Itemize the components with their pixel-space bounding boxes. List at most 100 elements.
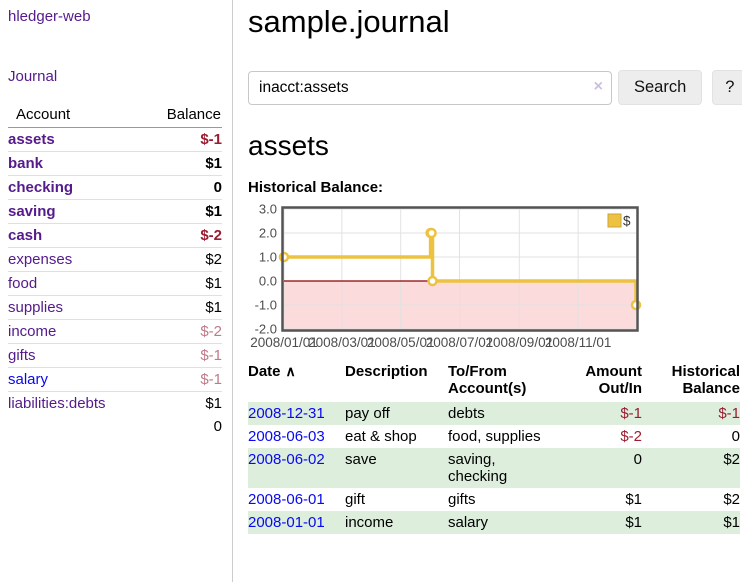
x-tick-label: 2008/11/01 — [545, 335, 612, 350]
account-balance: $1 — [137, 391, 222, 415]
date-cell: 2008-12-31 — [248, 402, 345, 425]
register-row: 2008-06-02 save saving, checking 0 $2 — [248, 448, 740, 488]
account-balance: $1 — [137, 151, 222, 176]
amount-cell: $1 — [625, 514, 642, 531]
account-name-cell: liabilities:debts — [8, 391, 138, 415]
data-point-marker — [278, 251, 290, 263]
historical-balance-chart[interactable]: 3.0 2.0 1.0 0.0 -1.0 -2.02008/01/012008/03/01… — [248, 201, 650, 354]
x-tick-label: 2008/07/01 — [426, 335, 494, 350]
brand-link[interactable]: hledger-web — [8, 8, 91, 25]
accounts-total-row: 0 — [8, 415, 222, 438]
data-point-marker — [427, 275, 438, 287]
register-table-body: 2008-12-31 pay off debts $-1 $-1 2008-06-03 ea… — [248, 402, 740, 534]
account-link-gifts[interactable]: gifts — [8, 347, 36, 364]
register-header-description: Description — [345, 363, 428, 380]
page-title: sample.journal — [248, 4, 450, 39]
data-point-marker — [630, 299, 642, 311]
sort-asc-icon: ∧ — [285, 363, 296, 379]
account-row: supplies $1 — [8, 295, 222, 320]
search-bar: × Search ? — [248, 70, 742, 105]
accounts-header-account: Account — [8, 103, 138, 128]
accounts-table: Account Balance assets $-1 bank $1 checking 0… — [8, 103, 222, 438]
account-name-cell: cash — [8, 223, 138, 248]
account-link-expenses[interactable]: expenses — [8, 251, 73, 268]
transaction-date-link[interactable]: 2008-01-01 — [248, 514, 325, 531]
account-row: checking 0 — [8, 175, 222, 200]
description-cell: income — [345, 514, 394, 531]
data-point-marker — [426, 227, 437, 239]
account-row: gifts $-1 — [8, 343, 222, 368]
register-row: 2008-06-01 gift gifts $1 $2 — [248, 488, 740, 511]
account-balance: $1 — [137, 271, 222, 296]
register-header-accounts: To/From Account(s) — [448, 363, 527, 397]
balance-cell: $2 — [723, 451, 740, 468]
account-balance: $2 — [137, 247, 222, 272]
clear-search-icon[interactable]: × — [593, 77, 603, 95]
sidebar: hledger-web Journal Account Balance asse… — [0, 0, 233, 582]
y-tick-label: 2.0 — [259, 226, 277, 241]
x-tick-label: 2008/05/01 — [367, 335, 435, 350]
register-table: Date ∧ Description To/From Account(s) Amo… — [248, 361, 740, 534]
x-tick-label: 2008/09/01 — [486, 335, 554, 350]
y-tick-label: -2.0 — [255, 322, 277, 337]
date-cell: 2008-06-02 — [248, 448, 345, 488]
date-cell: 2008-01-01 — [248, 511, 345, 534]
account-name-cell: supplies — [8, 295, 138, 320]
account-row: income $-2 — [8, 319, 222, 344]
account-name-cell: salary — [8, 367, 138, 392]
account-name-cell: food — [8, 271, 138, 296]
account-name-cell: expenses — [8, 247, 138, 272]
balance-cell: $1 — [723, 514, 740, 531]
account-link-bank[interactable]: bank — [8, 155, 44, 172]
main-panel: sample.journal × Search ? assets Histori… — [233, 0, 742, 582]
account-link-salary[interactable]: salary — [8, 371, 49, 388]
account-row: liabilities:debts $1 — [8, 391, 222, 415]
register-header-balance: Historical Balance — [671, 363, 740, 397]
account-link-supplies[interactable]: supplies — [8, 299, 64, 316]
description-cell: eat & shop — [345, 428, 417, 445]
account-row: cash $-2 — [8, 223, 222, 248]
transaction-date-link[interactable]: 2008-12-31 — [248, 405, 325, 422]
y-tick-label: -1.0 — [255, 298, 277, 313]
account-balance: $-1 — [137, 343, 222, 368]
account-name-cell: checking — [8, 175, 138, 200]
sidebar-item-journal[interactable]: Journal — [8, 68, 58, 85]
account-link-food[interactable]: food — [8, 275, 38, 292]
search-input[interactable] — [248, 70, 612, 105]
amount-cell: $1 — [625, 491, 642, 508]
account-link-assets[interactable]: assets — [8, 131, 55, 148]
accounts-total-value: 0 — [213, 418, 222, 435]
transaction-date-link[interactable]: 2008-06-03 — [248, 428, 325, 445]
account-link-income[interactable]: income — [8, 323, 57, 340]
date-cell: 2008-06-03 — [248, 425, 345, 448]
account-name-cell: bank — [8, 151, 138, 176]
account-link-saving[interactable]: saving — [8, 203, 56, 220]
chart-border — [281, 206, 639, 332]
legend-label: $ — [623, 214, 631, 229]
account-title: assets — [248, 130, 329, 161]
transaction-date-link[interactable]: 2008-06-01 — [248, 491, 325, 508]
search-button[interactable]: Search — [618, 70, 703, 105]
account-link-checking[interactable]: checking — [8, 179, 74, 196]
register-row: 2008-06-03 eat & shop food, supplies $-2 0 — [248, 425, 740, 448]
help-button[interactable]: ? — [712, 70, 742, 105]
account-balance: $-1 — [137, 367, 222, 392]
register-row: 2008-01-01 income salary $1 $1 — [248, 511, 740, 534]
balance-cell: $2 — [723, 491, 740, 508]
account-balance: $-2 — [137, 223, 222, 248]
account-row: salary $-1 — [8, 367, 222, 392]
y-tick-label: 0.0 — [259, 274, 277, 289]
description-cell: pay off — [345, 405, 390, 422]
account-link-cash[interactable]: cash — [8, 227, 43, 244]
register-row: 2008-12-31 pay off debts $-1 $-1 — [248, 402, 740, 425]
register-header-date[interactable]: Date ∧ — [248, 363, 296, 380]
account-name-cell: gifts — [8, 343, 138, 368]
register-header-amount: Amount Out/In — [585, 363, 642, 397]
accounts-cell: gifts — [448, 491, 476, 508]
balance-cell: 0 — [731, 428, 740, 445]
description-cell: gift — [345, 491, 366, 508]
accounts-cell: food, supplies — [448, 428, 541, 445]
account-link-liabilities-debts[interactable]: liabilities:debts — [8, 395, 106, 412]
transaction-date-link[interactable]: 2008-06-02 — [248, 451, 325, 468]
